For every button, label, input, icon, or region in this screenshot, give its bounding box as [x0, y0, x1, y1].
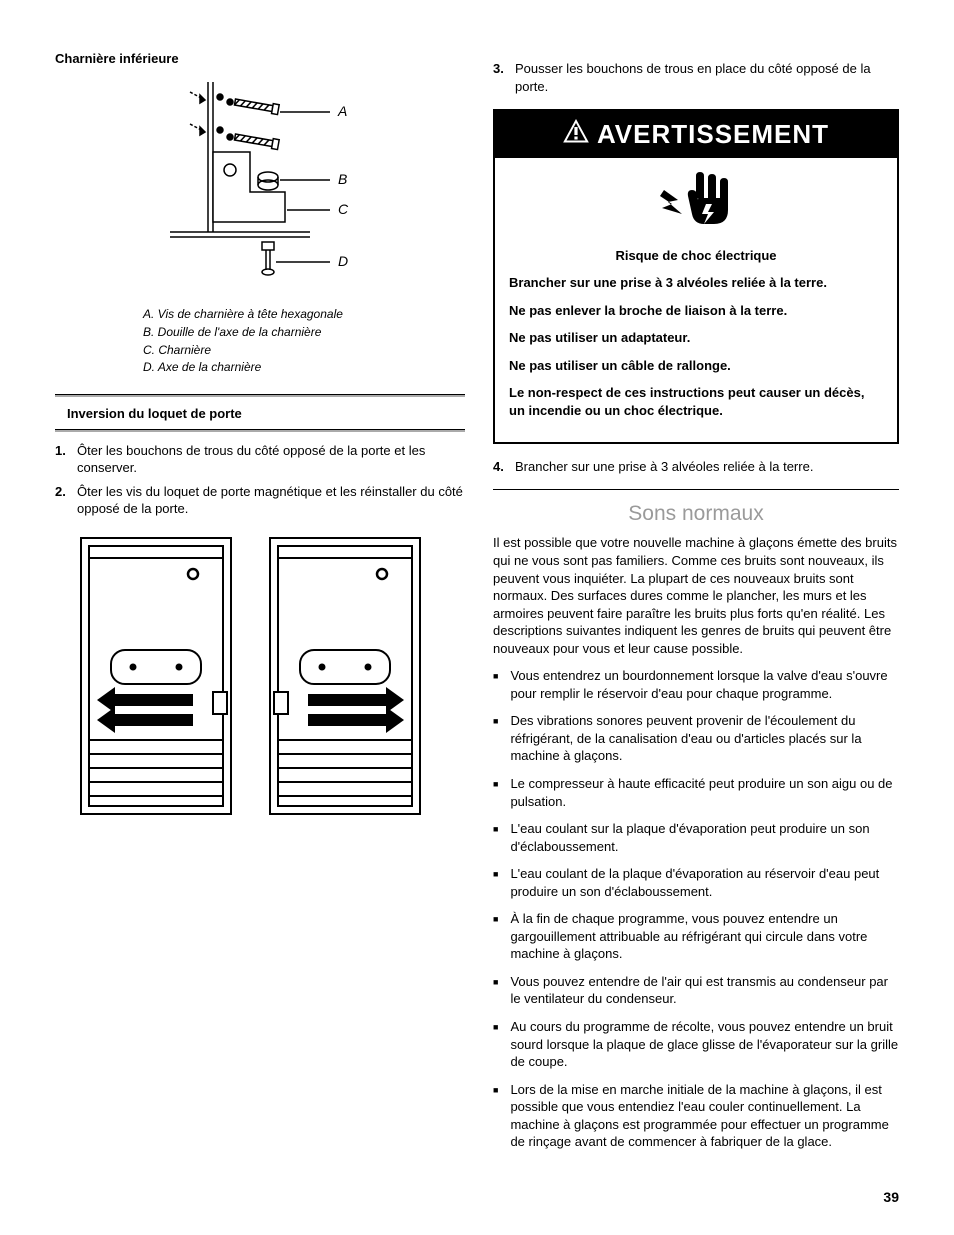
- page-columns: Charnière inférieure: [55, 50, 899, 1161]
- step-3: 3. Pousser les bouchons de trous en plac…: [493, 60, 899, 95]
- sons-title: Sons normaux: [493, 500, 899, 528]
- step-num: 3.: [493, 60, 515, 95]
- step3-list: 3. Pousser les bouchons de trous en plac…: [493, 60, 899, 95]
- section-divider: [55, 394, 465, 397]
- step-num: 4.: [493, 458, 515, 476]
- sons-intro: Il est possible que votre nouvelle machi…: [493, 534, 899, 657]
- warning-line-2: Ne pas enlever la broche de liaison à la…: [509, 302, 883, 320]
- warning-title: AVERTISSEMENT: [597, 117, 829, 152]
- shock-icon: [495, 158, 897, 243]
- warning-body: Risque de choc électrique Brancher sur u…: [495, 243, 897, 442]
- step4-list: 4. Brancher sur une prise à 3 alvéoles r…: [493, 458, 899, 476]
- step-num: 2.: [55, 483, 77, 518]
- section-divider-bottom: [55, 429, 465, 432]
- warning-box: AVERTISSEMENT Risque de choc électrique: [493, 109, 899, 443]
- legend-d: D. Axe de la charnière: [143, 359, 465, 376]
- step-1: 1. Ôter les bouchons de trous du côté op…: [55, 442, 465, 477]
- step-num: 1.: [55, 442, 77, 477]
- sons-item: Vous pouvez entendre de l'air qui est tr…: [493, 973, 899, 1008]
- sons-item: À la fin de chaque programme, vous pouve…: [493, 910, 899, 963]
- label-d: D: [338, 253, 348, 269]
- warning-line-4: Ne pas utiliser un câble de rallonge.: [509, 357, 883, 375]
- hinge-legend: A. Vis de charnière à tête hexagonale B.…: [143, 306, 465, 376]
- door-right-svg: [264, 532, 429, 822]
- legend-a: A. Vis de charnière à tête hexagonale: [143, 306, 465, 323]
- sons-item: L'eau coulant sur la plaque d'évaporatio…: [493, 820, 899, 855]
- warning-triangle-icon: [563, 117, 589, 152]
- latch-subheading: Inversion du loquet de porte: [55, 405, 465, 423]
- page-number: 39: [883, 1188, 899, 1207]
- sons-item: Le compresseur à haute efficacité peut p…: [493, 775, 899, 810]
- legend-c: C. Charnière: [143, 342, 465, 359]
- left-column: Charnière inférieure: [55, 50, 465, 1161]
- door-left-svg: [75, 532, 240, 822]
- label-c: C: [338, 201, 349, 217]
- step-text: Pousser les bouchons de trous en place d…: [515, 60, 899, 95]
- latch-steps: 1. Ôter les bouchons de trous du côté op…: [55, 442, 465, 518]
- sons-item: Lors de la mise en marche initiale de la…: [493, 1081, 899, 1151]
- warning-line-1: Brancher sur une prise à 3 alvéoles reli…: [509, 274, 883, 292]
- label-b: B: [338, 171, 347, 187]
- step-4: 4. Brancher sur une prise à 3 alvéoles r…: [493, 458, 899, 476]
- warning-line-5: Le non-respect de ces instructions peut …: [509, 384, 883, 419]
- sons-item: Au cours du programme de récolte, vous p…: [493, 1018, 899, 1071]
- warning-header: AVERTISSEMENT: [495, 111, 897, 158]
- step-text: Brancher sur une prise à 3 alvéoles reli…: [515, 458, 899, 476]
- sons-list: Vous entendrez un bourdonnement lorsque …: [493, 667, 899, 1151]
- door-diagrams: [75, 532, 465, 822]
- label-a: A: [337, 103, 347, 119]
- sons-item: Des vibrations sonores peuvent provenir …: [493, 712, 899, 765]
- step-text: Ôter les vis du loquet de porte magnétiq…: [77, 483, 465, 518]
- warning-risk: Risque de choc électrique: [509, 247, 883, 265]
- step-2: 2. Ôter les vis du loquet de porte magné…: [55, 483, 465, 518]
- sons-item: Vous entendrez un bourdonnement lorsque …: [493, 667, 899, 702]
- rule: [493, 489, 899, 490]
- legend-b: B. Douille de l'axe de la charnière: [143, 324, 465, 341]
- warning-line-3: Ne pas utiliser un adaptateur.: [509, 329, 883, 347]
- hinge-heading: Charnière inférieure: [55, 50, 465, 68]
- sons-item: L'eau coulant de la plaque d'évaporation…: [493, 865, 899, 900]
- hinge-diagram: A B C D: [55, 82, 465, 297]
- step-text: Ôter les bouchons de trous du côté oppos…: [77, 442, 465, 477]
- right-column: 3. Pousser les bouchons de trous en plac…: [493, 50, 899, 1161]
